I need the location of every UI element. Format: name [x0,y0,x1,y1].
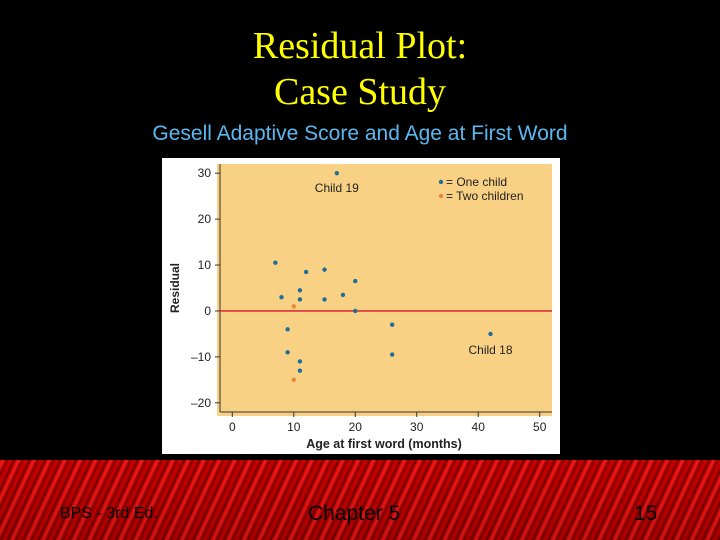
one-child-point [353,278,358,284]
legend-label: = Two children [446,189,524,203]
one-child-point [322,267,327,272]
point-annotation: Child 18 [469,343,513,357]
y-ticks: 30 20 10 0 –10 –20 [191,166,220,410]
one-child-point [285,327,290,332]
two-children-point [291,377,296,383]
one-child-point [273,260,278,265]
y-tick-label: 0 [204,304,211,318]
slide-title-line1: Residual Plot: [252,25,468,67]
chart-panel: 30 20 10 0 –10 –20 0 10 20 30 40 50 Child 19 Child … [162,158,560,454]
legend-marker [438,179,444,185]
legend-marker [438,193,444,199]
one-child-point [389,322,395,327]
two-children-point [291,304,296,309]
one-child-point [303,269,309,275]
x-tick-label: 50 [533,420,547,434]
y-tick-label: –20 [191,396,211,410]
slide-title-line2: Case Study [273,71,447,113]
one-child-point [322,297,327,302]
one-child-point [389,352,395,357]
one-child-point [334,170,340,176]
plot-area [217,164,552,416]
one-child-point [297,368,303,373]
point-annotation: Child 19 [315,181,359,195]
one-child-point [488,331,493,337]
one-child-point [297,288,303,293]
one-child-point [297,297,303,302]
one-child-point [297,359,303,364]
slide-subtitle: Gesell Adaptive Score and Age at First W… [152,122,568,145]
footer-edition: BPS - 3rd Ed. [60,505,158,522]
x-tick-label: 30 [410,420,424,434]
legend: = One child= Two children [438,175,524,203]
x-tick-label: 20 [349,420,363,434]
one-child-point [279,294,284,300]
y-axis-label: Residual [168,263,182,313]
y-tick-label: –10 [191,350,211,364]
annotations: Child 19 Child 18 [315,181,513,357]
x-ticks: 0 10 20 30 40 50 [229,412,547,434]
y-tick-label: 10 [198,258,212,272]
x-tick-label: 0 [229,420,236,434]
one-child-point [285,350,290,355]
page-number: 15 [634,502,658,525]
x-tick-label: 10 [287,420,301,434]
x-tick-label: 40 [472,420,486,434]
y-tick-label: 20 [198,212,212,226]
one-child-point [353,308,358,314]
legend-label: = One child [446,175,507,189]
y-tick-label: 30 [198,166,212,180]
footer-chapter: Chapter 5 [308,502,401,525]
data-points [273,170,493,383]
one-child-point [340,292,346,298]
x-axis-label: Age at first word (months) [306,437,462,451]
footer-band [0,460,720,540]
